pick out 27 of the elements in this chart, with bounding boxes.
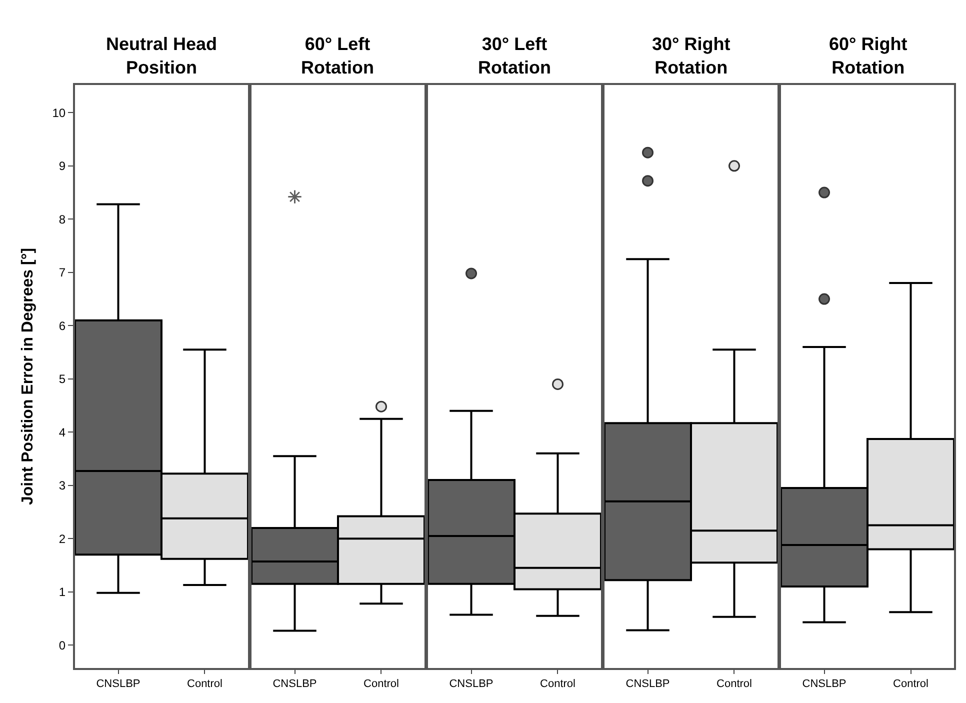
x-tick-label: CNSLBP: [272, 678, 317, 690]
chart-title: 60° Left Rotation: [301, 34, 374, 78]
y-axis-title: Joint Position Error in Degrees [°]: [20, 248, 37, 506]
y-tick-label: 6: [58, 318, 66, 333]
x-tick-label: Control: [540, 678, 576, 690]
chart-title: Neutral Head Position: [106, 34, 218, 78]
y-tick-label: 8: [58, 212, 66, 226]
x-tick-label: CNSLBP: [626, 678, 670, 690]
y-tick-label: 1: [58, 585, 66, 600]
y-tick-label: 0: [58, 638, 66, 652]
chart-title: 30° Left Rotation: [478, 34, 551, 78]
x-tick-label: CNSLBP: [802, 678, 846, 690]
y-tick-label: 10: [52, 106, 66, 120]
y-tick-label: 3: [58, 478, 66, 493]
x-tick-label: CNSLBP: [449, 678, 494, 690]
chart-title: 30° Right Rotation: [652, 34, 730, 78]
x-tick-label: Control: [716, 678, 752, 690]
y-tick-label: 5: [58, 372, 66, 386]
y-tick-label: 9: [58, 159, 66, 174]
y-tick-label: 2: [58, 532, 66, 546]
y-tick-label: 4: [58, 425, 66, 440]
x-tick-label: Control: [364, 678, 399, 690]
x-tick-label: Control: [893, 678, 928, 690]
x-tick-label: CNSLBP: [96, 678, 140, 690]
chart-title: 60° Right Rotation: [829, 34, 908, 78]
x-tick-label: Control: [187, 678, 222, 690]
y-tick-label: 7: [58, 266, 66, 280]
